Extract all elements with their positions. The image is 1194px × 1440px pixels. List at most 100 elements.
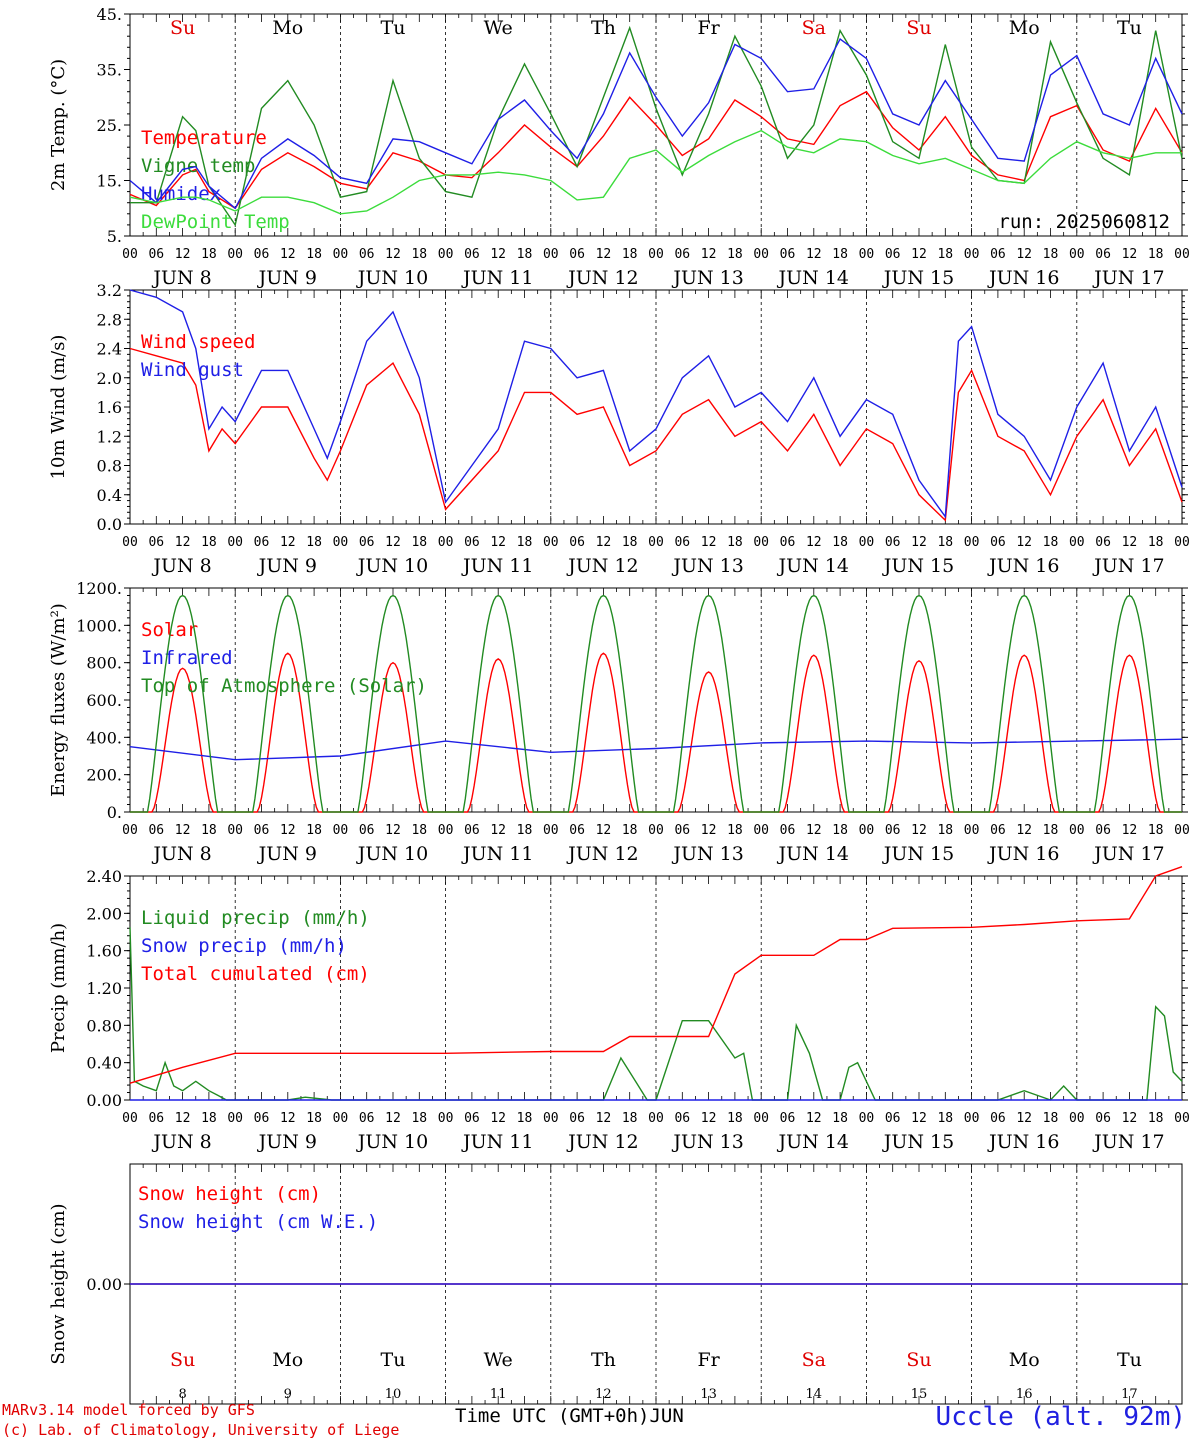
weekday-label-bottom: Tu — [381, 1349, 406, 1371]
hour-tick-label: 12 — [385, 247, 401, 262]
hour-tick-label: 12 — [1122, 1111, 1138, 1126]
hour-tick-label: 00 — [227, 247, 243, 262]
hour-tick-label: 12 — [175, 247, 191, 262]
weekday-label-bottom: Sa — [802, 1349, 826, 1371]
hour-tick-label: 06 — [569, 535, 585, 550]
date-label: JUN 9 — [257, 1131, 317, 1153]
hour-tick-label: 18 — [1148, 1111, 1164, 1126]
panel-frame — [129, 587, 1183, 813]
date-label: JUN 17 — [1092, 267, 1164, 289]
hour-tick-label: 00 — [543, 535, 559, 550]
date-label: JUN 9 — [257, 843, 317, 865]
hour-tick-label: 06 — [359, 247, 375, 262]
hour-tick-label: 12 — [175, 535, 191, 550]
model-label: MARv3.14 model forced by GFS — [2, 1401, 255, 1419]
hour-tick-label: 00 — [227, 1111, 243, 1126]
day-number-label: 9 — [284, 1387, 292, 1402]
hour-tick-label: 06 — [1095, 1111, 1111, 1126]
weekday-label-top: Su — [906, 17, 931, 39]
series-line-top-of-atmosphere-solar- — [130, 594, 1182, 813]
date-label: JUN 11 — [461, 843, 533, 865]
hour-tick-label: 18 — [1043, 535, 1059, 550]
y-tick-label: 5. — [107, 227, 122, 246]
hour-tick-label: 12 — [385, 1111, 401, 1126]
hour-tick-label: 12 — [911, 823, 927, 838]
legend-label: Liquid precip (mm/h) — [141, 907, 370, 929]
legend-label: Wind speed — [141, 331, 255, 353]
date-label: JUN 15 — [882, 1131, 954, 1153]
hour-tick-label: 12 — [1016, 247, 1032, 262]
hour-tick-label: 00 — [753, 535, 769, 550]
date-label: JUN 15 — [882, 843, 954, 865]
y-tick-label: 2.0 — [97, 369, 122, 388]
hour-tick-label: 06 — [464, 1111, 480, 1126]
legend-label: Top of Atmosphere (Solar) — [141, 675, 427, 697]
weekday-label-top: Tu — [381, 17, 406, 39]
hour-tick-label: 18 — [937, 1111, 953, 1126]
day-number-label: 8 — [178, 1387, 186, 1402]
y-tick-label: 2.00 — [86, 904, 122, 923]
legend-label: Vigne temp — [141, 155, 255, 177]
date-label: JUN 16 — [987, 555, 1059, 577]
hour-tick-label: 18 — [727, 1111, 743, 1126]
hour-tick-label: 12 — [701, 247, 717, 262]
hour-tick-label: 00 — [648, 247, 664, 262]
legend-label: Temperature — [141, 127, 267, 149]
date-label: JUN 10 — [356, 843, 428, 865]
y-tick-label: 1200. — [76, 579, 122, 598]
date-label: JUN 8 — [151, 555, 211, 577]
hour-tick-label: 18 — [622, 535, 638, 550]
hour-tick-label: 06 — [148, 823, 164, 838]
hour-tick-label: 18 — [1148, 247, 1164, 262]
hour-tick-label: 00 — [859, 247, 875, 262]
hour-tick-label: 18 — [832, 535, 848, 550]
hour-tick-label: 18 — [727, 535, 743, 550]
hour-tick-label: 18 — [306, 823, 322, 838]
panel-5: 0.00 Snow height (cm) Snow height (cm) Snow… — [48, 1163, 1188, 1405]
hour-tick-label: 06 — [780, 535, 796, 550]
hour-tick-label: 18 — [727, 247, 743, 262]
y-axis-label: Snow height (cm) — [48, 1203, 69, 1364]
y-tick-label: 1.20 — [86, 979, 122, 998]
day-number-label: 15 — [911, 1387, 928, 1402]
run-label: run: 2025060812 — [998, 211, 1170, 233]
hour-tick-label: 00 — [648, 1111, 664, 1126]
y-tick-label: 400. — [86, 728, 122, 747]
hour-tick-label: 00 — [964, 247, 980, 262]
weekday-label-bottom: Th — [591, 1349, 616, 1371]
y-tick-label: 1.6 — [97, 398, 122, 417]
hour-tick-label: 00 — [1174, 823, 1190, 838]
xaxis-title: Time UTC (GMT+0h)JUN — [455, 1405, 684, 1427]
legend-label: Wind gust — [141, 359, 244, 381]
date-label: JUN 8 — [151, 267, 211, 289]
day-number-label: 11 — [490, 1387, 507, 1402]
panel-4: 0.00 0.40 0.80 1.20 1.60 2.00 2.40 Precip (mm/h… — [48, 866, 1190, 1153]
hour-tick-label: 06 — [1095, 247, 1111, 262]
hour-tick-label: 06 — [990, 535, 1006, 550]
hour-tick-label: 12 — [701, 1111, 717, 1126]
y-tick-label: 0.8 — [97, 457, 122, 476]
hour-tick-label: 06 — [254, 1111, 270, 1126]
hour-tick-label: 00 — [1069, 535, 1085, 550]
date-label: JUN 13 — [671, 1131, 743, 1153]
hour-tick-label: 12 — [175, 1111, 191, 1126]
hour-tick-label: 00 — [122, 823, 138, 838]
hour-tick-label: 06 — [1095, 535, 1111, 550]
hour-tick-label: 00 — [438, 1111, 454, 1126]
y-tick-label: 0.00 — [86, 1091, 122, 1110]
hour-tick-label: 18 — [517, 247, 533, 262]
hour-tick-label: 06 — [780, 823, 796, 838]
legend-label: Snow height (cm) — [138, 1183, 321, 1205]
date-label: JUN 16 — [987, 843, 1059, 865]
hour-tick-label: 18 — [937, 535, 953, 550]
hour-tick-label: 06 — [674, 823, 690, 838]
hour-tick-label: 00 — [333, 535, 349, 550]
hour-tick-label: 12 — [806, 823, 822, 838]
legend-label: Humidex — [141, 183, 221, 205]
hour-tick-label: 12 — [280, 1111, 296, 1126]
weekday-label-bottom: Mo — [272, 1349, 303, 1371]
hour-tick-label: 06 — [254, 535, 270, 550]
hour-tick-label: 12 — [1122, 247, 1138, 262]
y-tick-label: 15. — [97, 172, 122, 191]
